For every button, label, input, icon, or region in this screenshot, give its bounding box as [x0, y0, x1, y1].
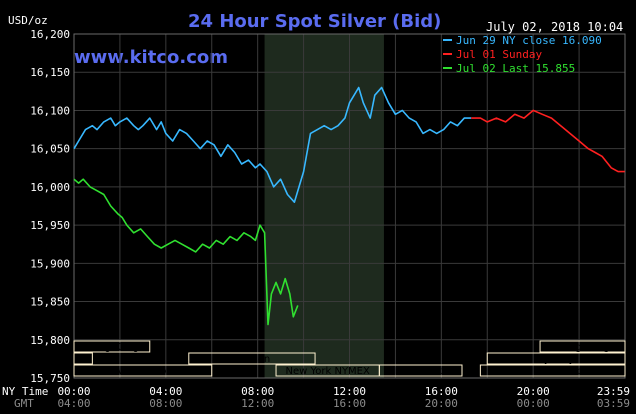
series-line-2: [73, 178, 299, 326]
legend-label-0: Jun 29 NY close 16.090: [456, 34, 602, 47]
market-sessions: Hong Kong London New York Globex New York N…: [73, 340, 626, 377]
x-tick-gmt-2: 12:00: [241, 397, 274, 410]
market-ny-globex-bar: [73, 364, 213, 377]
y-tick-label-7: 16,100: [30, 104, 70, 117]
x-tick-ny-3: 12:00: [333, 385, 366, 398]
legend-label-1: Jul 01 Sunday: [456, 48, 542, 61]
y-tick-label-3: 15,900: [30, 257, 70, 270]
series-line-1: [471, 109, 625, 173]
y-tick-label-9: 16,200: [30, 28, 70, 41]
x-tick-ny-4: 16:00: [425, 385, 458, 398]
market-ny-globex-short-bar: [378, 364, 463, 377]
market-london-label: London: [234, 354, 271, 365]
y-tick-label-4: 15,950: [30, 219, 70, 232]
y-tick-label-0: 15,750: [30, 372, 70, 385]
series-line-0: [73, 86, 472, 203]
x-tick-gmt-0: 04:00: [57, 397, 90, 410]
x-axis: NY Time GMT 00:00 04:00 08:00 12:00 16:00 20:…: [2, 385, 630, 410]
x-tick-gmt-4: 20:00: [425, 397, 458, 410]
gmt-title: GMT: [14, 397, 34, 410]
brand-label: www.kitco.com: [74, 47, 228, 68]
market-ny-globex-2-bar: [479, 364, 626, 377]
market-ny-nymex-label: New York NYMEX: [286, 366, 371, 377]
ny-time-title: NY Time: [2, 385, 48, 398]
market-ny-globex-label: New York Globex: [101, 366, 185, 377]
timestamp: July 02, 2018 10:04: [486, 20, 623, 34]
x-tick-ny-0: 00:00: [57, 385, 90, 398]
x-tick-gmt-6: 03:59: [597, 397, 630, 410]
market-hong-kong-2-label: Hong Kong: [555, 342, 609, 353]
x-tick-gmt-5: 00:00: [517, 397, 550, 410]
legend-label-2: Jul 02 Last 15.855: [456, 62, 575, 75]
data-series: [73, 86, 625, 326]
nymex-session-shade: [264, 34, 384, 378]
market-bar-stub-bar: [73, 352, 93, 365]
market-sydney-bar: [486, 352, 626, 365]
x-tick-ny-1: 04:00: [149, 385, 182, 398]
x-tick-gmt-3: 16:00: [333, 397, 366, 410]
market-ny-globex-short-label: NY Globex: [395, 366, 447, 377]
plot-border: [73, 33, 626, 379]
y-tick-label-6: 16,050: [30, 143, 70, 156]
market-hong-kong-label: Hong Kong: [85, 342, 139, 353]
x-tick-ny-6: 23:59: [597, 385, 630, 398]
chart-title: 24 Hour Spot Silver (Bid): [188, 11, 441, 32]
x-tick-ny-5: 20:00: [517, 385, 550, 398]
market-ny-globex-2-label: New York Globex: [511, 366, 595, 377]
market-hong-kong-2-bar: [539, 340, 626, 353]
y-tick-label-8: 16,150: [30, 66, 70, 79]
y-tick-label-2: 15,850: [30, 296, 70, 309]
x-tick-ny-2: 08:00: [241, 385, 274, 398]
x-tick-gmt-1: 08:00: [149, 397, 182, 410]
y-tick-label-1: 15,800: [30, 334, 70, 347]
market-hong-kong-bar: [73, 340, 151, 353]
market-sydney-label: Sydney: [538, 354, 575, 365]
unit-label: USD/oz: [8, 14, 48, 27]
market-london-bar: [188, 352, 316, 365]
y-axis: 15,750 15,800 15,850 15,900 15,950 16,000 16,0…: [30, 28, 70, 385]
y-tick-label-5: 16,000: [30, 181, 70, 194]
